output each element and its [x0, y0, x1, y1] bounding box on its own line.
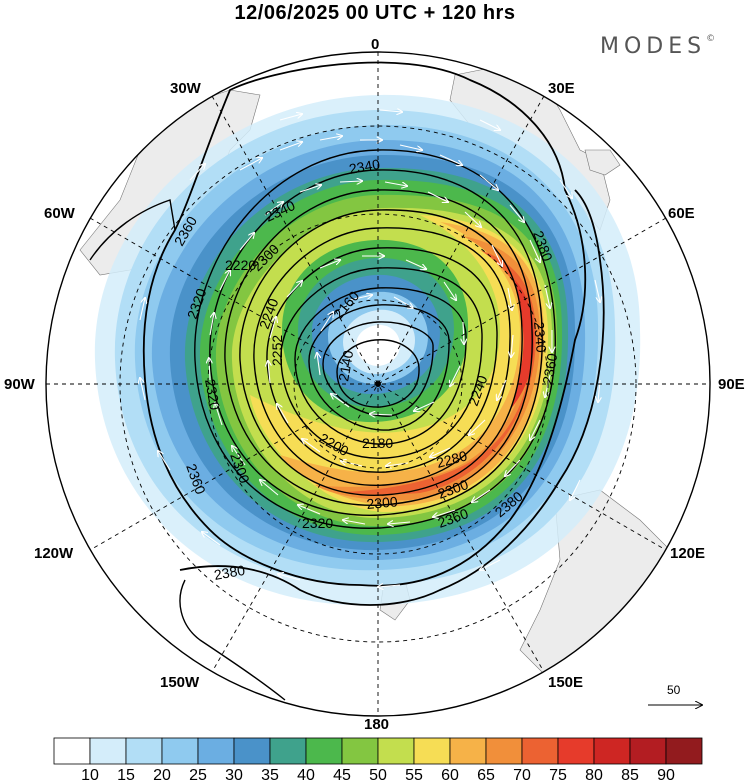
contour-label: 2340 — [531, 321, 550, 354]
lon-label-30e: 30E — [548, 80, 575, 97]
colorbar-box — [449, 737, 487, 765]
lon-label-150e: 150E — [548, 674, 584, 691]
colorbar-box — [269, 737, 307, 765]
contour-label: 2380 — [213, 562, 247, 583]
contour-label: 2140 — [335, 349, 356, 383]
map-title: 12/06/2025 00 UTC + 120 hrs — [234, 2, 516, 24]
colorbar-box — [161, 737, 199, 765]
colorbar-box — [413, 737, 451, 765]
colorbar-box — [521, 737, 559, 765]
colorbar-label: 60 — [441, 767, 459, 782]
colorbar-label: 80 — [585, 767, 603, 782]
lon-label-120w: 120W — [34, 545, 74, 562]
colorbar-labels: 10 15 20 25 30 35 40 45 50 55 60 65 70 75 80 85 90 — [81, 767, 675, 782]
colorbar-box — [197, 737, 235, 765]
pole-marker — [375, 381, 381, 387]
lon-label-60w: 60W — [44, 205, 75, 222]
colorbar-label: 45 — [333, 767, 351, 782]
colorbar-box — [557, 737, 595, 765]
colorbar: 10 15 20 25 30 35 40 45 50 55 60 65 70 75 80 85 90 — [53, 737, 703, 782]
colorbar-label: 55 — [405, 767, 423, 782]
colorbar-label: 10 — [81, 767, 99, 782]
lon-label-90w: 90W — [4, 376, 35, 393]
colorbar-label: 65 — [477, 767, 495, 782]
colorbar-box — [341, 737, 379, 765]
colorbar-box — [593, 737, 631, 765]
colorbar-box — [233, 737, 271, 765]
colorbar-box — [53, 737, 91, 765]
colorbar-label: 35 — [261, 767, 279, 782]
colorbar-boxes — [53, 737, 703, 765]
contour-label: 2320 — [202, 378, 223, 412]
lon-label-150w: 150W — [160, 674, 200, 691]
colorbar-label: 30 — [225, 767, 243, 782]
map-border — [45, 51, 711, 717]
colorbar-box — [485, 737, 523, 765]
contour-label: 2320 — [302, 515, 333, 531]
lon-label-120e: 120E — [670, 545, 706, 562]
colorbar-label: 25 — [189, 767, 207, 782]
lon-label-0: 0 — [371, 36, 380, 53]
colorbar-box — [305, 737, 343, 765]
lon-label-60e: 60E — [668, 205, 695, 222]
colorbar-label: 90 — [657, 767, 675, 782]
contour-label: 2360 — [539, 352, 560, 386]
colorbar-label: 70 — [513, 767, 531, 782]
colorbar-box — [125, 737, 163, 765]
wind-speed-shading — [94, 94, 641, 606]
contour-label: 2280 — [435, 447, 469, 471]
colorbar-label: 50 — [369, 767, 387, 782]
contour-label: 2340 — [348, 156, 382, 177]
colorbar-label: 20 — [153, 767, 171, 782]
lon-label-30w: 30W — [170, 80, 201, 97]
lon-label-180: 180 — [364, 716, 390, 733]
contour-label: 2300 — [366, 493, 399, 512]
wind-scale-label: 50 — [667, 683, 681, 697]
colorbar-box — [377, 737, 415, 765]
colorbar-box — [629, 737, 667, 765]
modes-logo: MODES© — [600, 34, 716, 59]
colorbar-box — [665, 737, 703, 765]
contour-label: 2252 — [269, 335, 285, 366]
contour-label: 2180 — [362, 435, 393, 451]
colorbar-box — [89, 737, 127, 765]
contour-label: 2220 — [225, 257, 256, 273]
colorbar-label: 15 — [117, 767, 135, 782]
colorbar-label: 40 — [297, 767, 315, 782]
colorbar-label: 75 — [549, 767, 567, 782]
colorbar-label: 85 — [621, 767, 639, 782]
lon-label-90e: 90E — [718, 376, 745, 393]
height-contours — [89, 61, 605, 701]
graticule — [46, 52, 710, 716]
